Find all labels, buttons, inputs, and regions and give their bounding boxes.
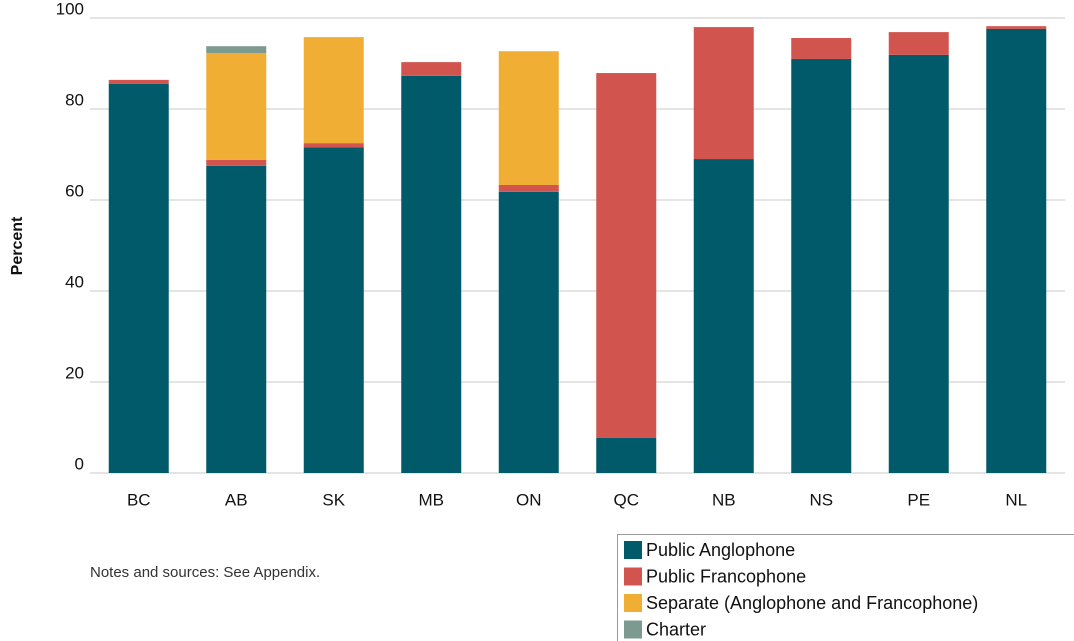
y-axis-label: Percent bbox=[9, 216, 26, 275]
bar-segment bbox=[791, 38, 852, 59]
bar-segment bbox=[401, 62, 462, 76]
bar-segment bbox=[206, 53, 267, 160]
legend-swatch bbox=[624, 541, 642, 559]
bar-segment bbox=[498, 51, 559, 185]
x-tick-label: PE bbox=[907, 490, 930, 509]
bar-segment bbox=[303, 143, 364, 148]
bar-segment bbox=[401, 75, 462, 473]
x-tick-label: ON bbox=[516, 490, 542, 509]
legend-swatch bbox=[624, 567, 642, 586]
bar-segment bbox=[596, 437, 657, 473]
bar-segment bbox=[693, 27, 754, 160]
y-tick-label: 0 bbox=[75, 454, 84, 473]
legend-box bbox=[617, 534, 1074, 641]
legend-label: Separate (Anglophone and Francophone) bbox=[646, 593, 978, 613]
bar-segment bbox=[206, 46, 267, 54]
bar-segment bbox=[986, 26, 1047, 29]
bar-segment bbox=[888, 54, 949, 473]
bar-segment bbox=[108, 83, 169, 473]
legend-swatch bbox=[624, 594, 642, 612]
bar-segment bbox=[693, 159, 754, 474]
bar-segment bbox=[498, 184, 559, 192]
bar-segment bbox=[498, 191, 559, 473]
x-tick-label: QC bbox=[614, 490, 640, 509]
y-tick-label: 20 bbox=[65, 363, 84, 382]
bar-segment bbox=[791, 58, 852, 473]
x-tick-label: AB bbox=[225, 490, 248, 509]
y-tick-label: 100 bbox=[56, 0, 84, 18]
x-tick-label: MB bbox=[419, 490, 445, 509]
y-tick-label: 60 bbox=[65, 181, 84, 200]
legend-label: Public Anglophone bbox=[646, 540, 795, 560]
bar-segment bbox=[303, 147, 364, 473]
x-tick-label: BC bbox=[127, 490, 151, 509]
bar-segment bbox=[596, 73, 657, 438]
legend-label: Charter bbox=[646, 619, 706, 639]
x-tick-label: SK bbox=[322, 490, 345, 509]
x-tick-label: NB bbox=[712, 490, 736, 509]
bar-segment bbox=[206, 159, 267, 166]
x-tick-label: NL bbox=[1005, 490, 1027, 509]
x-tick-label: NS bbox=[809, 490, 833, 509]
note: Notes and sources: See Appendix. bbox=[90, 564, 320, 581]
bar-segment bbox=[206, 165, 267, 473]
bar-segment bbox=[303, 37, 364, 144]
y-tick-label: 40 bbox=[65, 272, 84, 291]
bar-segment bbox=[888, 32, 949, 55]
bar-segment bbox=[108, 79, 169, 84]
legend-swatch bbox=[624, 620, 642, 639]
bar-segment bbox=[986, 28, 1047, 473]
legend-label: Public Francophone bbox=[646, 566, 806, 586]
y-tick-label: 80 bbox=[65, 90, 84, 109]
